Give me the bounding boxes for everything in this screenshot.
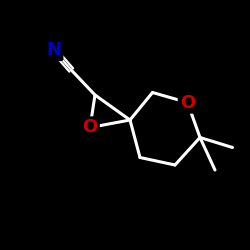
Text: O: O <box>180 94 195 112</box>
Text: O: O <box>82 118 98 136</box>
Text: N: N <box>46 41 61 59</box>
